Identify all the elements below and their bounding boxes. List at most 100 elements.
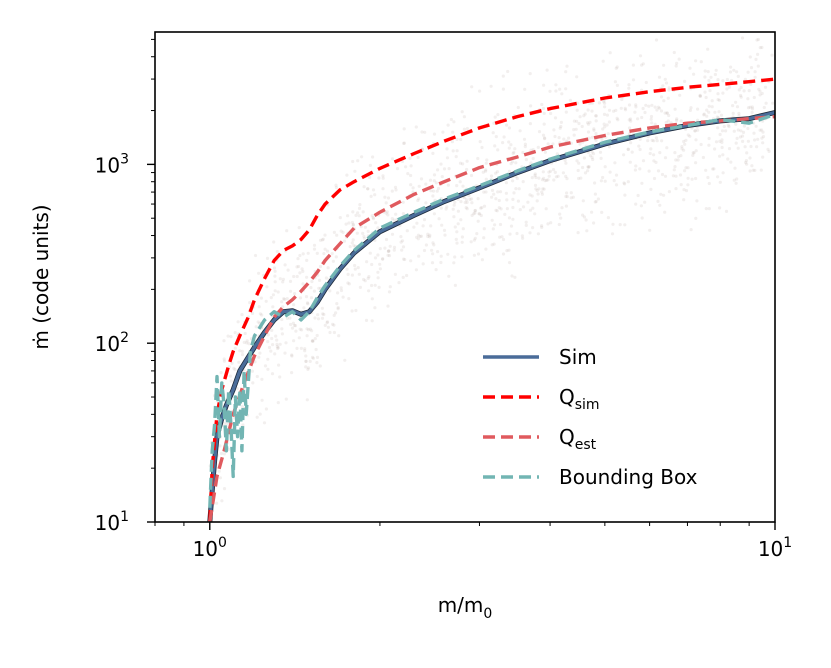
scatter-point [626,147,630,151]
scatter-point [273,289,277,293]
scatter-point [674,64,678,68]
scatter-point [480,258,484,262]
scatter-point [753,70,757,74]
scatter-point [388,244,392,248]
scatter-point [490,195,494,199]
scatter-point [366,229,370,233]
scatter-point [652,159,656,163]
scatter-point [278,375,282,379]
scatter-point [479,213,483,218]
scatter-point [274,334,278,338]
scatter-point [350,220,354,225]
scatter-point [690,177,694,181]
scatter-point [462,115,466,119]
scatter-point [641,106,645,111]
scatter-point [734,141,738,145]
scatter-point [682,139,686,144]
scatter-point [594,138,598,142]
scatter-point [541,170,545,174]
scatter-point [673,107,677,111]
scatter-point [729,160,733,164]
scatter-point [484,169,488,173]
scatter-point [341,295,345,299]
scatter-point [428,235,432,239]
scatter-point [462,195,467,200]
scatter-point [755,145,759,149]
scatter-point [351,223,355,227]
scatter-point [494,197,498,201]
scatter-point [686,176,690,180]
scatter-point [554,175,559,179]
scatter-point [509,162,513,166]
scatter-point [232,366,236,370]
scatter-point [663,210,667,214]
scatter-point [270,372,275,376]
scatter-point [334,183,338,187]
scatter-point [746,106,751,110]
scatter-point [411,186,415,190]
scatter-point [278,342,282,346]
scatter-point [284,341,288,345]
scatter-point [367,275,371,279]
scatter-point [316,317,321,321]
scatter-point [592,221,596,225]
scatter-point [528,231,532,235]
scatter-point [376,226,380,230]
scatter-point [750,110,754,115]
scatter-point [421,262,425,266]
scatter-point [606,132,610,136]
scatter-point [432,243,436,247]
scatter-point [493,223,497,227]
scatter-point [380,257,385,261]
scatter-point [692,151,696,155]
scatter-point [531,206,535,210]
scatter-point [495,170,499,174]
scatter-point [564,161,568,165]
scatter-point [397,281,401,285]
scatter-point [674,174,678,178]
scatter-point [746,97,750,101]
scatter-point [282,297,286,301]
scatter-point [749,82,753,86]
scatter-point [679,183,683,187]
scatter-point [276,290,280,294]
scatter-point [351,159,355,164]
scatter-point [627,103,632,107]
scatter-point [399,240,403,244]
scatter-point [655,139,659,143]
scatter-point [593,181,597,185]
scatter-point [756,37,761,42]
scatter-point [217,469,221,473]
scatter-point [283,297,287,301]
scatter-point [650,138,654,142]
scatter-point [634,164,638,168]
scatter-point [638,137,642,141]
scatter-point [557,136,561,140]
scatter-point [507,248,511,252]
scatter-point [633,168,638,172]
scatter-point [276,346,280,351]
scatter-point [695,199,699,203]
scatter-point [341,230,345,234]
scatter-point [435,189,439,193]
scatter-point [660,172,665,177]
scatter-point [631,78,636,82]
scatter-point [627,126,632,130]
scatter-point [304,295,309,299]
scatter-point [240,313,244,317]
scatter-point [390,157,395,161]
scatter-point [476,197,480,201]
scatter-point [770,53,774,57]
scatter-point [257,355,261,359]
scatter-point [616,118,620,122]
scatter-point [295,274,299,279]
scatter-point [705,114,709,118]
scatter-point [653,122,657,126]
scatter-point [683,142,687,146]
scatter-point [648,151,652,156]
scatter-point [352,244,356,248]
scatter-point [303,347,307,351]
scatter-point [300,267,304,271]
scatter-point [302,306,306,310]
scatter-point [371,217,376,221]
